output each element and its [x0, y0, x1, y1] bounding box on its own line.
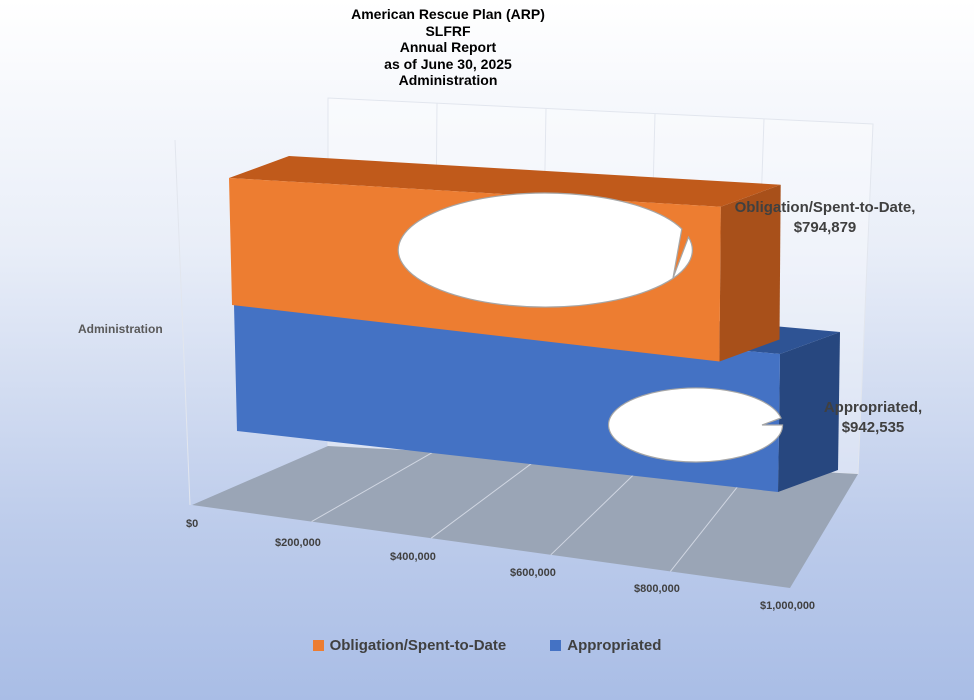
floor-gridline — [311, 451, 435, 523]
x-tick-label: $600,000 — [510, 567, 556, 579]
floor-gridline — [430, 456, 541, 539]
chart-title: American Rescue Plan (ARP) SLFRF Annual … — [300, 6, 596, 89]
data-label-value: $794,879 — [793, 219, 857, 236]
legend-swatch — [550, 640, 562, 651]
data-label-line: Obligation/Spent-to-Date, — [734, 199, 916, 216]
title-line: SLFRF — [425, 22, 471, 39]
side-wall-edge — [174, 139, 191, 506]
legend-label: Obligation/Spent-to-Date — [329, 637, 507, 654]
data-label-obligation: Obligation/Spent-to-Date, $794,879 — [705, 198, 945, 238]
legend: Obligation/Spent-to-Date Appropriated — [0, 637, 974, 654]
category-label: Administration — [78, 322, 163, 336]
title-line: American Rescue Plan (ARP) — [351, 6, 545, 22]
floor-gridline — [550, 462, 647, 556]
x-tick-label: $0 — [186, 518, 199, 530]
legend-label: Appropriated — [567, 637, 662, 654]
data-label-line: Appropriated, — [823, 399, 923, 416]
legend-item[interactable]: Obligation/Spent-to-Date — [312, 637, 507, 654]
title-line: as of June 30, 2025 — [384, 55, 512, 72]
callout-bubble — [397, 192, 693, 308]
bar-side-face — [778, 332, 840, 492]
title-line: Administration — [398, 72, 498, 88]
x-tick-label: $200,000 — [275, 537, 321, 549]
bar-top-face — [229, 156, 781, 207]
data-label-value: $942,535 — [841, 419, 905, 436]
data-label-appropriated: Appropriated, $942,535 — [788, 398, 958, 438]
callout-bubble — [608, 387, 784, 463]
legend-swatch — [312, 640, 324, 651]
legend-item[interactable]: Appropriated — [550, 637, 661, 654]
title-line: Annual Report — [399, 39, 497, 55]
x-tick-label: $800,000 — [634, 583, 680, 595]
x-tick-label: $1,000,000 — [760, 600, 816, 612]
bar-side-face — [719, 184, 781, 362]
x-tick-label: $400,000 — [390, 551, 436, 563]
